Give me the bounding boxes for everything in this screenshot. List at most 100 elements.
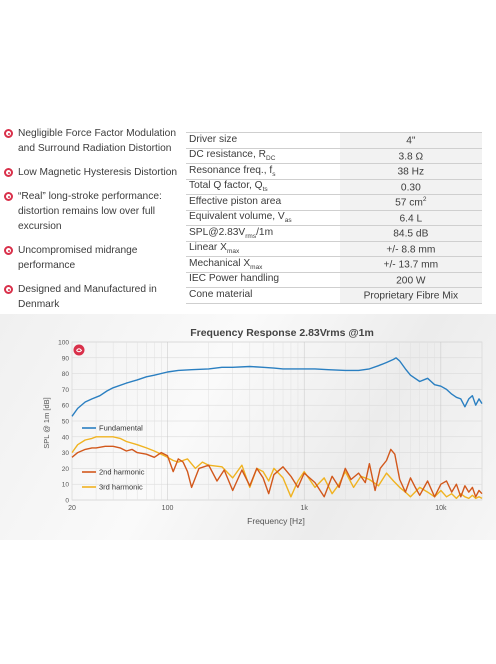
y-tick-label: 100	[58, 340, 69, 347]
spec-row: Total Q factor, Qts 0.30	[186, 179, 482, 195]
series-line	[71, 436, 483, 500]
spec-value: 4"	[339, 132, 482, 149]
spec-label-subscript: DC	[266, 155, 276, 163]
spec-label-text: Linear X	[189, 242, 227, 254]
chart-legend: Fundamental 2nd harmonic 3rd harmonic	[82, 424, 145, 492]
graph-panel: 0 10 20 30 40 50 60 70 80 90 100 20 100 1k 10k Frequen…	[0, 314, 496, 540]
spec-label-subscript: max	[226, 248, 240, 256]
spec-label-subscript: s	[272, 170, 276, 178]
spec-value: 84.5 dB	[339, 225, 482, 242]
feature-text: Designed and Manufactured in Denmark	[18, 284, 157, 310]
feature-item: Low Magnetic Hysteresis Distortion	[4, 165, 184, 180]
feature-item: “Real” long-stroke performance: distorti…	[4, 189, 184, 234]
legend-label: Fundamental	[99, 424, 143, 433]
spec-value-text: 57 cm	[395, 197, 423, 209]
legend-label: 3rd harmonic	[99, 483, 143, 492]
target-bullet-icon	[4, 285, 13, 294]
spec-value-text: 200 W	[396, 274, 426, 286]
series-line	[71, 445, 483, 498]
spec-label-text: Driver size	[189, 133, 238, 145]
spec-row: Resonance freq., fs 38 Hz	[186, 163, 482, 180]
spec-value: 3.8 Ω	[339, 148, 482, 164]
spec-value-text: 6.4 L	[399, 212, 423, 224]
spec-value-superscript: 2	[422, 196, 427, 204]
brand-badge	[73, 344, 85, 356]
spec-row: SPL@2.83Vrms/1m 84.5 dB	[186, 225, 482, 242]
spec-label-tail: /1m	[256, 226, 274, 238]
spec-label-text: Resonance freq., f	[189, 164, 273, 176]
chart-title: Frequency Response 2.83Vrms @1m	[190, 327, 374, 339]
spec-label: Mechanical Xmax	[186, 256, 340, 273]
spec-label-subscript: rms	[245, 232, 257, 240]
spec-label: DC resistance, RDC	[186, 148, 340, 164]
y-tick-label: 10	[62, 482, 70, 489]
spec-label-text: Equivalent volume, V	[189, 211, 285, 223]
spec-label-text: Cone material	[189, 288, 253, 300]
spec-label-text: DC resistance, R	[189, 149, 266, 161]
spec-row: Driver size 4"	[186, 132, 482, 149]
spec-value-text: +/- 8.8 mm	[386, 243, 436, 255]
spec-row: DC resistance, RDC 3.8 Ω	[186, 148, 482, 164]
y-tick-label: 30	[62, 450, 70, 457]
spec-label: Cone material	[186, 287, 340, 304]
frequency-response-chart: 0 10 20 30 40 50 60 70 80 90 100 20 100 1k 10k Frequen…	[42, 327, 483, 526]
spec-value-text: 84.5 dB	[393, 228, 429, 240]
chart-series	[71, 357, 483, 500]
target-bullet-icon	[4, 129, 13, 138]
spec-label-subscript: as	[284, 217, 292, 225]
spec-label: Total Q factor, Qts	[186, 179, 340, 195]
spec-label: Effective piston area	[186, 194, 340, 211]
spec-value: 57 cm2	[339, 194, 482, 211]
target-bullet-icon	[4, 246, 13, 255]
spec-label: Driver size	[186, 132, 340, 149]
target-bullet-icon	[4, 192, 13, 201]
spec-label-text: IEC Power handling	[189, 273, 280, 285]
brand-badge-mark	[76, 348, 83, 353]
y-axis-label: SPL @ 1m [dB]	[42, 397, 51, 449]
y-tick-label: 20	[62, 466, 70, 473]
spec-label: SPL@2.83Vrms/1m	[186, 225, 340, 242]
spec-row: Effective piston area 57 cm2	[186, 194, 482, 211]
feature-text: Negligible Force Factor Modulation and S…	[18, 128, 176, 154]
x-tick-label: 1k	[300, 505, 308, 512]
feature-item: Uncompromised midrange performance	[4, 243, 184, 273]
spec-value: +/- 13.7 mm	[339, 256, 482, 273]
x-tick-label: 10k	[435, 505, 447, 512]
spec-value: Proprietary Fibre Mix	[339, 287, 482, 304]
series-line	[71, 357, 483, 417]
spec-value: 0.30	[339, 179, 482, 195]
spec-row: Mechanical Xmax +/- 13.7 mm	[186, 256, 482, 273]
y-tick-label: 40	[62, 434, 70, 441]
x-tick-label: 20	[68, 505, 76, 512]
feature-text: Low Magnetic Hysteresis Distortion	[18, 167, 178, 178]
spec-value: 38 Hz	[339, 163, 482, 180]
y-tick-label: 70	[62, 387, 70, 394]
spec-row: IEC Power handling 200 W	[186, 272, 482, 288]
feature-text: “Real” long-stroke performance: distorti…	[18, 191, 162, 232]
spec-label-text: Total Q factor, Q	[189, 180, 263, 192]
spec-row: Equivalent volume, Vas 6.4 L	[186, 210, 482, 226]
spec-value-text: 3.8 Ω	[398, 150, 424, 162]
spec-value-text: +/- 13.7 mm	[383, 259, 439, 271]
x-tick-label: 100	[162, 505, 174, 512]
spec-value: 200 W	[339, 272, 482, 288]
spec-value-text: Proprietary Fibre Mix	[363, 290, 459, 302]
chart-ticks: 0 10 20 30 40 50 60 70 80 90 100 20 100 1k 10k	[58, 340, 447, 513]
spec-label-text: Effective piston area	[189, 195, 282, 207]
spec-label-text: Mechanical X	[189, 257, 251, 269]
chart-grid	[71, 341, 483, 501]
feature-item: Negligible Force Factor Modulation and S…	[4, 126, 184, 156]
spec-value-text: 0.30	[400, 181, 421, 193]
spec-label-text: SPL@2.83V	[189, 226, 246, 238]
spec-value-text: 4"	[406, 135, 416, 147]
feature-item: Designed and Manufactured in Denmark	[4, 282, 184, 312]
legend-label: 2nd harmonic	[99, 468, 145, 477]
target-bullet-icon	[4, 168, 13, 177]
feature-text: Uncompromised midrange performance	[18, 245, 138, 271]
spec-table: Driver size 4" DC resistance, RDC 3.8 Ω Reso…	[186, 132, 482, 304]
spec-label-subscript: ts	[262, 186, 268, 194]
spec-label: Linear Xmax	[186, 241, 340, 257]
y-tick-label: 0	[65, 498, 69, 505]
y-tick-label: 50	[62, 419, 70, 426]
spec-row: Linear Xmax +/- 8.8 mm	[186, 241, 482, 257]
